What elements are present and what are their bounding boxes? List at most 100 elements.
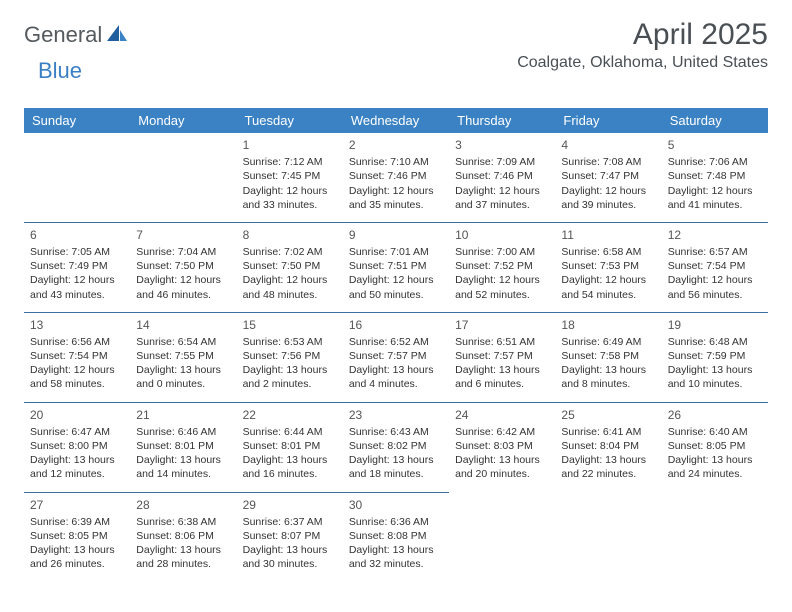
sunrise-text: Sunrise: 6:49 AM [561,335,655,349]
daylight-text: Daylight: 12 hours and 46 minutes. [136,273,230,301]
day-number: 18 [561,317,655,333]
column-header: Tuesday [237,108,343,133]
day-number: 29 [243,497,337,513]
calendar-day-cell: 7Sunrise: 7:04 AMSunset: 7:50 PMDaylight… [130,222,236,312]
sunrise-text: Sunrise: 6:47 AM [30,425,124,439]
day-number: 10 [455,227,549,243]
calendar-day-cell: 14Sunrise: 6:54 AMSunset: 7:55 PMDayligh… [130,312,236,402]
sunset-text: Sunset: 7:52 PM [455,259,549,273]
sunset-text: Sunset: 7:59 PM [668,349,762,363]
calendar-day-cell [662,492,768,581]
day-number: 21 [136,407,230,423]
column-header: Thursday [449,108,555,133]
calendar-day-cell: 13Sunrise: 6:56 AMSunset: 7:54 PMDayligh… [24,312,130,402]
sunset-text: Sunset: 8:05 PM [668,439,762,453]
sunset-text: Sunset: 7:45 PM [243,169,337,183]
day-number: 17 [455,317,549,333]
calendar-day-cell: 25Sunrise: 6:41 AMSunset: 8:04 PMDayligh… [555,402,661,492]
sunset-text: Sunset: 8:03 PM [455,439,549,453]
sunrise-text: Sunrise: 7:06 AM [668,155,762,169]
daylight-text: Daylight: 12 hours and 58 minutes. [30,363,124,391]
day-number: 23 [349,407,443,423]
sunrise-text: Sunrise: 6:54 AM [136,335,230,349]
day-number: 7 [136,227,230,243]
daylight-text: Daylight: 12 hours and 54 minutes. [561,273,655,301]
sunrise-text: Sunrise: 6:57 AM [668,245,762,259]
calendar-day-cell: 17Sunrise: 6:51 AMSunset: 7:57 PMDayligh… [449,312,555,402]
sunrise-text: Sunrise: 6:46 AM [136,425,230,439]
calendar-day-cell: 28Sunrise: 6:38 AMSunset: 8:06 PMDayligh… [130,492,236,581]
sunrise-text: Sunrise: 6:56 AM [30,335,124,349]
calendar-day-cell: 22Sunrise: 6:44 AMSunset: 8:01 PMDayligh… [237,402,343,492]
sunset-text: Sunset: 7:57 PM [349,349,443,363]
daylight-text: Daylight: 13 hours and 12 minutes. [30,453,124,481]
calendar-day-cell: 27Sunrise: 6:39 AMSunset: 8:05 PMDayligh… [24,492,130,581]
calendar-day-cell: 30Sunrise: 6:36 AMSunset: 8:08 PMDayligh… [343,492,449,581]
sunrise-text: Sunrise: 6:41 AM [561,425,655,439]
day-number: 24 [455,407,549,423]
sunset-text: Sunset: 7:58 PM [561,349,655,363]
calendar-day-cell: 19Sunrise: 6:48 AMSunset: 7:59 PMDayligh… [662,312,768,402]
sunrise-text: Sunrise: 7:10 AM [349,155,443,169]
calendar-day-cell: 12Sunrise: 6:57 AMSunset: 7:54 PMDayligh… [662,222,768,312]
sunset-text: Sunset: 8:06 PM [136,529,230,543]
daylight-text: Daylight: 12 hours and 37 minutes. [455,184,549,212]
day-number: 28 [136,497,230,513]
sunrise-text: Sunrise: 6:52 AM [349,335,443,349]
sunset-text: Sunset: 8:07 PM [243,529,337,543]
day-number: 5 [668,137,762,153]
day-number: 8 [243,227,337,243]
sunset-text: Sunset: 7:54 PM [668,259,762,273]
calendar-day-cell [555,492,661,581]
sunset-text: Sunset: 7:51 PM [349,259,443,273]
sunset-text: Sunset: 7:46 PM [349,169,443,183]
calendar-day-cell [130,133,236,222]
daylight-text: Daylight: 12 hours and 52 minutes. [455,273,549,301]
logo-text-general: General [24,22,102,48]
sunset-text: Sunset: 7:54 PM [30,349,124,363]
sunrise-text: Sunrise: 6:40 AM [668,425,762,439]
day-number: 14 [136,317,230,333]
sunset-text: Sunset: 7:53 PM [561,259,655,273]
sunrise-text: Sunrise: 6:48 AM [668,335,762,349]
calendar-day-cell: 16 Sunrise: 6:52 AMSunset: 7:57 PMDayligh… [343,312,449,402]
calendar-day-cell: 2Sunrise: 7:10 AMSunset: 7:46 PMDaylight… [343,133,449,222]
calendar-header-row: SundayMondayTuesdayWednesdayThursdayFrid… [24,108,768,133]
sunset-text: Sunset: 7:56 PM [243,349,337,363]
daylight-text: Daylight: 12 hours and 48 minutes. [243,273,337,301]
daylight-text: Daylight: 12 hours and 50 minutes. [349,273,443,301]
daylight-text: Daylight: 13 hours and 30 minutes. [243,543,337,571]
daylight-text: Daylight: 13 hours and 14 minutes. [136,453,230,481]
daylight-text: Daylight: 13 hours and 32 minutes. [349,543,443,571]
calendar-day-cell: 21Sunrise: 6:46 AMSunset: 8:01 PMDayligh… [130,402,236,492]
sunset-text: Sunset: 8:05 PM [30,529,124,543]
sunset-text: Sunset: 8:00 PM [30,439,124,453]
calendar-day-cell: 18Sunrise: 6:49 AMSunset: 7:58 PMDayligh… [555,312,661,402]
calendar-table: SundayMondayTuesdayWednesdayThursdayFrid… [24,108,768,581]
sunrise-text: Sunrise: 7:05 AM [30,245,124,259]
sunset-text: Sunset: 8:02 PM [349,439,443,453]
day-number: 11 [561,227,655,243]
day-number: 16 [349,317,443,333]
calendar-day-cell: 4Sunrise: 7:08 AMSunset: 7:47 PMDaylight… [555,133,661,222]
sunrise-text: Sunrise: 6:44 AM [243,425,337,439]
calendar-day-cell: 6Sunrise: 7:05 AMSunset: 7:49 PMDaylight… [24,222,130,312]
logo: General [24,18,130,48]
logo-sail-icon [106,24,128,47]
calendar-week-row: 1Sunrise: 7:12 AMSunset: 7:45 PMDaylight… [24,133,768,222]
daylight-text: Daylight: 13 hours and 28 minutes. [136,543,230,571]
day-number: 26 [668,407,762,423]
sunset-text: Sunset: 7:48 PM [668,169,762,183]
sunrise-text: Sunrise: 6:51 AM [455,335,549,349]
daylight-text: Daylight: 13 hours and 4 minutes. [349,363,443,391]
daylight-text: Daylight: 13 hours and 10 minutes. [668,363,762,391]
day-number: 20 [30,407,124,423]
day-number: 30 [349,497,443,513]
day-number: 12 [668,227,762,243]
daylight-text: Daylight: 13 hours and 22 minutes. [561,453,655,481]
daylight-text: Daylight: 12 hours and 39 minutes. [561,184,655,212]
daylight-text: Daylight: 13 hours and 16 minutes. [243,453,337,481]
calendar-day-cell [449,492,555,581]
daylight-text: Daylight: 12 hours and 35 minutes. [349,184,443,212]
sunset-text: Sunset: 7:50 PM [243,259,337,273]
